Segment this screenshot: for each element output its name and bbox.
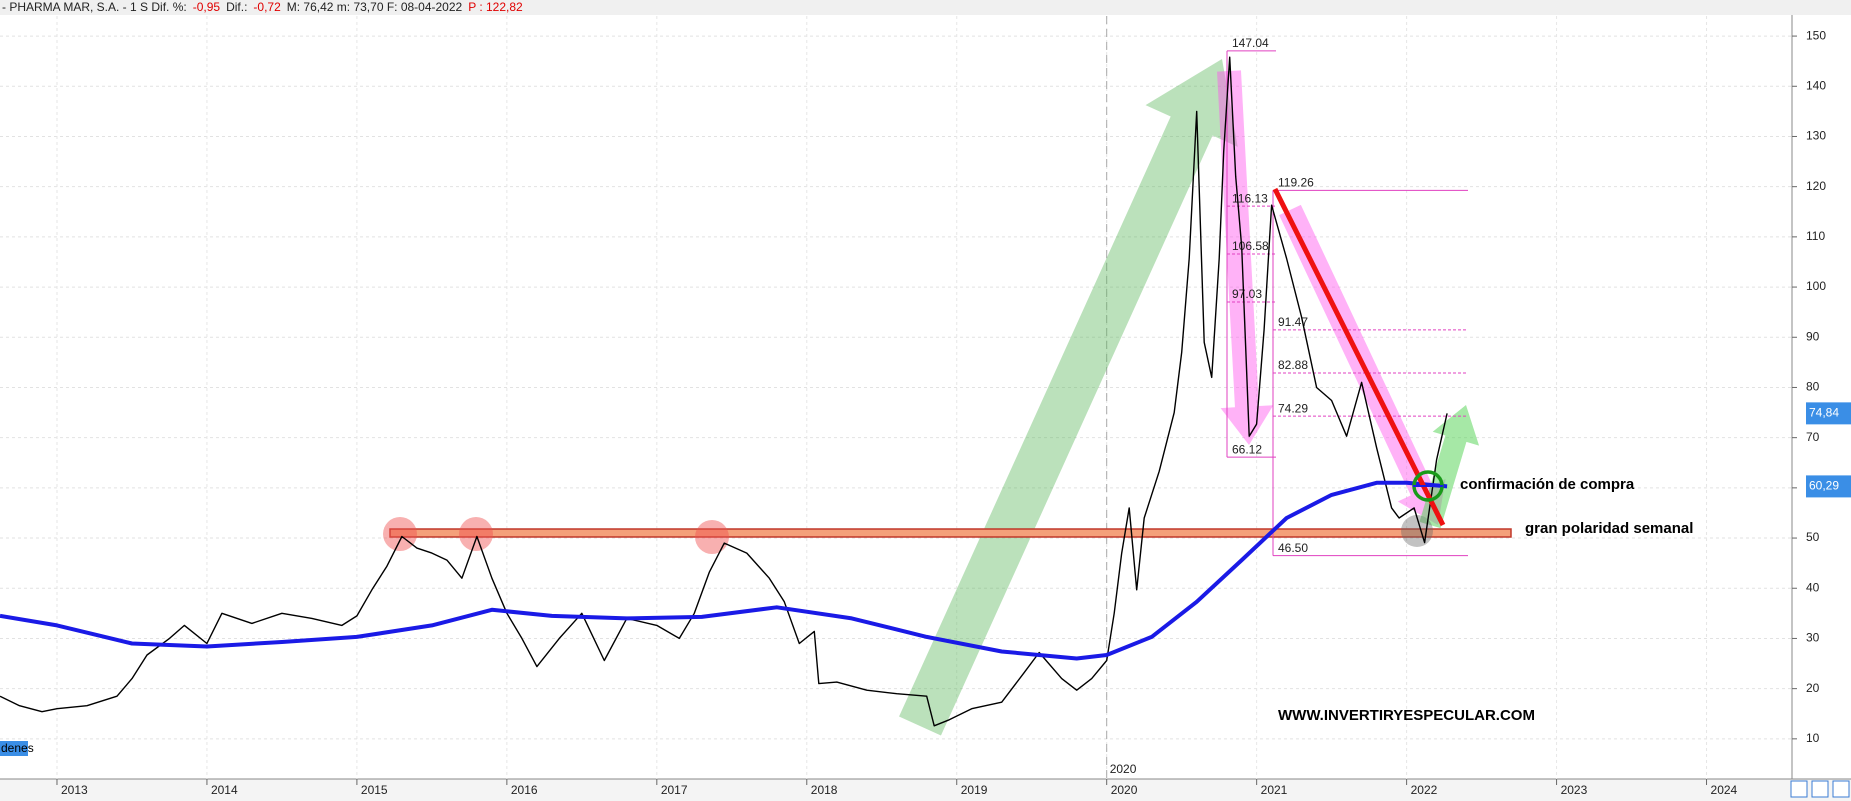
- arrow: [1419, 405, 1480, 529]
- header-bar: [0, 0, 1851, 15]
- header-segment: P : 122,82: [468, 0, 523, 14]
- header-segment: -0,72: [253, 0, 281, 14]
- header-segment: M: 76,42 m: 73,70 F: 08-04-2022: [287, 0, 463, 14]
- header-segment: - PHARMA MAR, S.A. - 1 S Dif. %:: [2, 0, 187, 14]
- x-tick-label: 2018: [811, 783, 838, 797]
- fib-label: 82.88: [1278, 358, 1308, 372]
- icon[interactable]: [1790, 780, 1808, 798]
- trendline: [1272, 187, 1446, 527]
- header-segment: -0,95: [193, 0, 221, 14]
- price-line: [0, 56, 1448, 727]
- annotation: confirmación de compra: [1460, 476, 1635, 493]
- fib-label: 147.04: [1232, 36, 1269, 50]
- left-tag-box: [0, 741, 28, 756]
- x-tick-label: 2020: [1111, 783, 1138, 797]
- highlight-circle: [383, 517, 417, 551]
- toolbar-icons[interactable]: [1790, 780, 1850, 798]
- icon[interactable]: [1832, 780, 1850, 798]
- bottom-axis: [0, 779, 1851, 801]
- y-tick-label: 80: [1806, 380, 1820, 394]
- icon[interactable]: [1811, 780, 1829, 798]
- fib-label: 97.03: [1232, 287, 1262, 301]
- fib-label: 106.58: [1232, 239, 1269, 253]
- y-tick-label: 50: [1806, 530, 1820, 544]
- x-tick-label: 2023: [1561, 783, 1588, 797]
- plot-area: 1020304050607080901001101201301401502013…: [0, 16, 1851, 797]
- x-tick-label: 2014: [211, 783, 238, 797]
- resistance-band: [389, 528, 1512, 538]
- arrow: [1217, 70, 1274, 446]
- price-tag-box: [1806, 402, 1851, 425]
- highlight-circle: [695, 520, 729, 554]
- fib-label: 46.50: [1278, 541, 1308, 555]
- x-tick-label: 2013: [61, 783, 88, 797]
- period-label: 2020: [1110, 762, 1137, 776]
- price-tag: 60,29: [1809, 479, 1839, 493]
- y-tick-label: 90: [1806, 329, 1820, 343]
- annotation: gran polaridad semanal: [1525, 520, 1693, 537]
- annotation: WWW.INVERTIRYESPECULAR.COM: [1278, 707, 1535, 724]
- y-tick-label: 150: [1806, 28, 1826, 42]
- y-tick-label: 30: [1806, 631, 1820, 645]
- y-tick-label: 100: [1806, 279, 1826, 293]
- fib-label: 119.26: [1278, 176, 1314, 190]
- highlight-circle: [459, 517, 493, 551]
- y-tick-label: 120: [1806, 179, 1826, 193]
- fib-label: 91.47: [1278, 315, 1308, 329]
- price-tag-box: [1806, 475, 1851, 498]
- x-tick-label: 2017: [661, 783, 688, 797]
- y-tick-label: 40: [1806, 580, 1820, 594]
- header-text: - PHARMA MAR, S.A. - 1 S Dif. %: -0,95 Dif…: [2, 0, 523, 14]
- left-tag: denes: [1, 741, 34, 755]
- x-tick-label: 2022: [1411, 783, 1438, 797]
- y-tick-label: 10: [1806, 731, 1820, 745]
- moving-average: [0, 480, 1448, 661]
- arrow: [899, 59, 1238, 736]
- y-tick-label: 70: [1806, 430, 1820, 444]
- fib-label: 66.12: [1232, 442, 1262, 456]
- y-tick-label: 140: [1806, 78, 1826, 92]
- x-tick-label: 2019: [961, 783, 988, 797]
- header-segment: Dif.:: [226, 0, 247, 14]
- x-tick-label: 2016: [511, 783, 538, 797]
- x-tick-label: 2024: [1711, 783, 1738, 797]
- fib-label: 116.13: [1232, 191, 1268, 205]
- y-tick-label: 110: [1806, 229, 1825, 243]
- y-tick-label: 130: [1806, 129, 1826, 143]
- x-tick-label: 2015: [361, 783, 388, 797]
- y-tick-label: 20: [1806, 681, 1820, 695]
- price-tag: 74,84: [1809, 406, 1839, 420]
- x-tick-label: 2021: [1261, 783, 1288, 797]
- fib-label: 74.29: [1278, 401, 1308, 415]
